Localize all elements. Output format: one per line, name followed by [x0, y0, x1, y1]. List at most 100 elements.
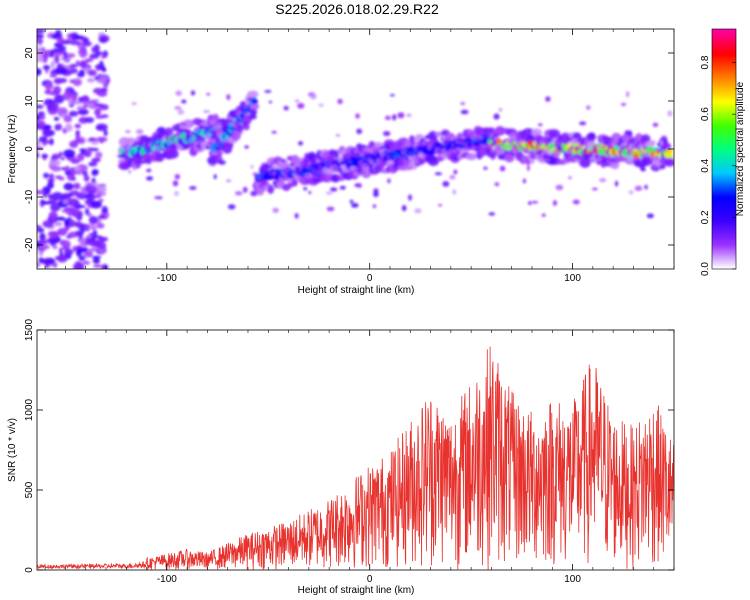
speckle — [480, 144, 488, 149]
segment-4-halo — [663, 158, 674, 167]
colorbar-swatch — [712, 35, 736, 38]
noise-blob — [81, 95, 89, 102]
speckle — [226, 179, 232, 183]
speckle — [335, 134, 341, 137]
noise-blob — [49, 74, 57, 78]
speckle — [599, 178, 607, 183]
noise-blob — [74, 123, 82, 129]
colorbar-label: Normalized spectral amplitude — [735, 81, 746, 216]
speckle — [331, 176, 336, 181]
colorbar-swatch — [712, 37, 736, 40]
colorbar-swatch — [712, 255, 736, 258]
colorbar-swatch — [712, 207, 736, 210]
noise-blob — [41, 201, 52, 205]
noise-blob — [95, 115, 105, 119]
speckle — [387, 178, 391, 184]
speckle — [488, 212, 495, 216]
colorbar-swatch — [712, 219, 736, 222]
speckle — [368, 141, 375, 147]
speckle — [218, 160, 226, 165]
colorbar-swatch — [712, 241, 736, 244]
colorbar-swatch — [712, 71, 736, 74]
segment-4-halo — [548, 129, 561, 139]
noise-blob — [84, 250, 93, 258]
noise-blob — [99, 60, 104, 70]
colorbar-swatch — [712, 243, 736, 246]
noise-blob — [88, 247, 101, 252]
noise-blob — [83, 174, 90, 182]
speckle — [545, 96, 551, 102]
noise-blob — [37, 189, 45, 195]
speckle — [449, 174, 456, 180]
speckle — [210, 151, 218, 156]
speckle — [531, 200, 539, 204]
noise-blob — [50, 102, 59, 111]
speckle — [308, 190, 312, 195]
noise-blob — [82, 41, 92, 47]
noise-blob — [64, 248, 74, 256]
noise-blob — [101, 206, 108, 214]
speckle — [268, 100, 273, 104]
speckle — [384, 115, 391, 121]
colorbar-swatch — [712, 41, 736, 44]
noise-blob — [56, 216, 66, 221]
speckle — [483, 166, 488, 170]
colorbar-swatch — [712, 203, 736, 206]
noise-blob — [67, 216, 72, 221]
noise-blob — [42, 192, 48, 198]
speckle — [349, 199, 354, 204]
speckle — [591, 187, 598, 191]
noise-blob — [52, 85, 62, 95]
noise-blob — [74, 80, 81, 85]
colorbar-swatch — [712, 57, 736, 60]
speckle — [634, 185, 643, 191]
noise-blob — [50, 60, 55, 69]
speckle — [499, 165, 506, 172]
noise-blob — [52, 262, 58, 268]
colorbar-swatch — [712, 115, 736, 118]
colorbar-swatch — [712, 223, 736, 226]
colorbar-swatch — [712, 109, 736, 112]
speckle — [213, 174, 217, 180]
colorbar-swatch — [712, 157, 736, 160]
noise-blob — [95, 136, 108, 143]
speckle — [621, 156, 628, 162]
noise-blob — [92, 103, 104, 107]
colorbar-swatch — [712, 185, 736, 188]
noise-blob — [51, 191, 64, 201]
speckle — [572, 199, 580, 205]
speckle — [542, 140, 551, 145]
noise-blob — [37, 227, 45, 233]
noise-blob — [74, 165, 81, 172]
noise-blob — [63, 115, 73, 123]
spectrogram-heatmap — [37, 29, 674, 269]
noise-blob — [44, 81, 54, 91]
noise-blob — [85, 223, 91, 232]
colorbar-swatch — [712, 29, 736, 32]
colorbar-tick-label: 0.8 — [700, 55, 711, 69]
snr-ytick-label: 500 — [24, 481, 35, 498]
colorbar-swatch — [712, 83, 736, 86]
segment-3-halo — [397, 165, 410, 171]
noise-blob — [92, 264, 103, 268]
speckle — [177, 109, 185, 115]
noise-blob — [48, 231, 59, 239]
speckle — [226, 94, 231, 101]
speckle — [522, 178, 526, 184]
spectrogram-xlabel: Height of straight line (km) — [298, 285, 415, 296]
snr-ylabel: SNR (10 * v/v) — [7, 418, 18, 482]
colorbar-swatch — [712, 181, 736, 184]
noise-blob — [52, 48, 62, 54]
noise-blob — [37, 111, 45, 117]
colorbar-tick-label: 0.6 — [700, 107, 711, 121]
spectrogram-xtick-label: 0 — [367, 273, 373, 284]
noise-blob — [84, 240, 97, 246]
noise-blob — [54, 54, 60, 64]
speckle — [145, 137, 151, 141]
noise-blob — [67, 97, 73, 105]
speckle — [351, 203, 359, 208]
segment-2-halo — [249, 102, 260, 111]
speckle — [585, 105, 591, 110]
noise-blob — [88, 70, 93, 74]
segment-4-core — [666, 148, 674, 154]
